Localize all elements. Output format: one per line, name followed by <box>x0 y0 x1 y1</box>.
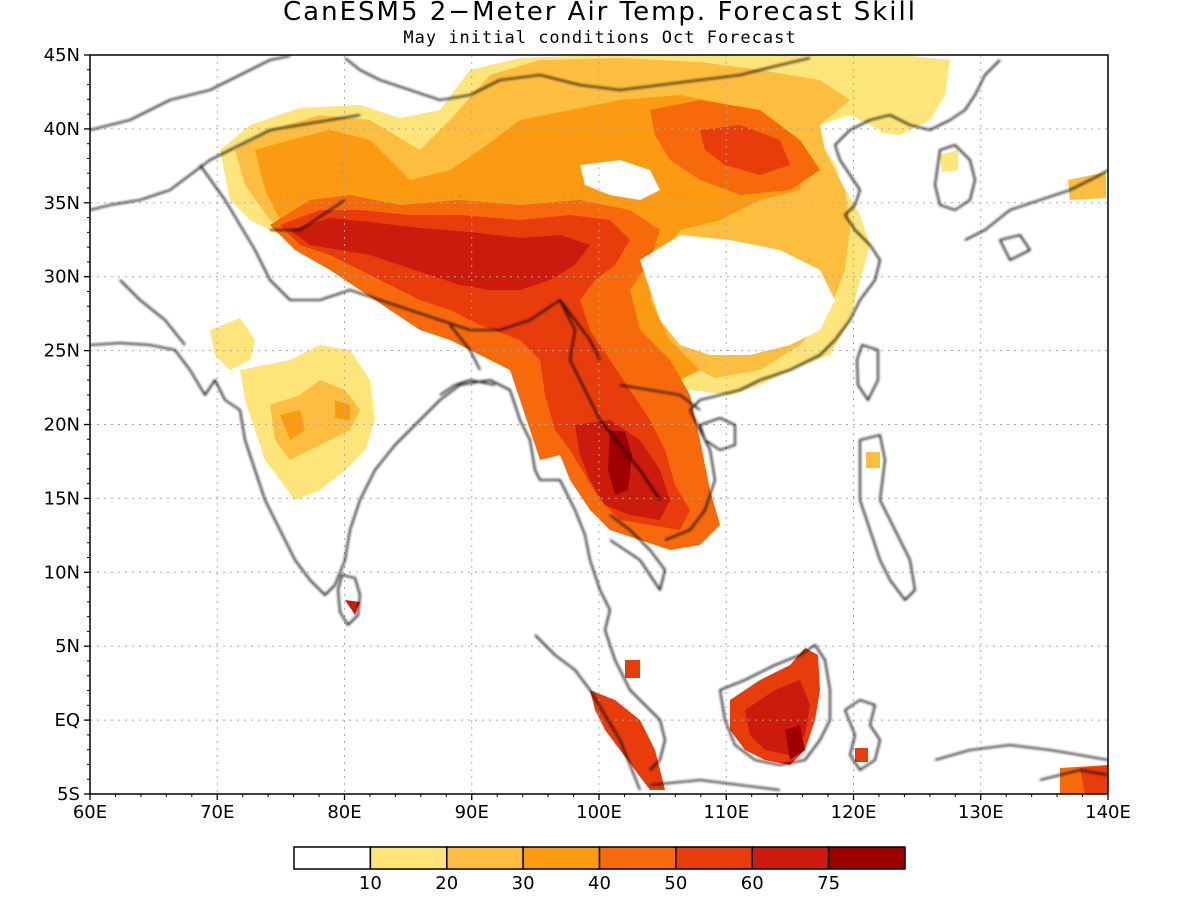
lat-tick-label: 35N <box>44 193 80 214</box>
colorbar-tick-label: 50 <box>664 873 687 894</box>
skill-region-sulawesi <box>855 748 868 762</box>
skill-region-india-orange <box>280 410 305 440</box>
lon-tick-label: 90E <box>455 802 489 823</box>
skill-shading <box>210 55 1108 794</box>
colorbar-swatch <box>446 846 524 870</box>
colorbar-swatch <box>751 846 830 870</box>
lat-tick-label: 30N <box>44 267 80 288</box>
colorbar-swatch <box>675 846 753 870</box>
skill-hole-northeast <box>820 115 890 175</box>
skill-region-india-orange2 <box>335 400 350 420</box>
skill-region-indochina-darkest <box>608 430 632 495</box>
coastlines <box>90 55 1108 791</box>
colorbar-swatch <box>522 846 601 870</box>
lat-tick-label: 20N <box>44 415 80 436</box>
colorbar-swatch <box>827 846 906 870</box>
lon-tick-label: 60E <box>73 802 107 823</box>
lat-tick-label: 5S <box>57 784 80 805</box>
colorbar-swatch <box>598 846 677 870</box>
skill-region-png-dark <box>1080 765 1108 794</box>
colorbar-tick-label: 75 <box>817 873 840 894</box>
lat-tick-label: 45N <box>44 45 80 66</box>
lat-tick-label: 5N <box>55 636 80 657</box>
skill-region-philippines <box>866 452 880 468</box>
colorbar-swatch <box>369 846 448 870</box>
lon-tick-label: 140E <box>1085 802 1131 823</box>
colorbar-tick-label: 60 <box>741 873 764 894</box>
skill-region-mongolia-core <box>700 125 790 175</box>
skill-hole-sichuan <box>640 235 835 355</box>
colorbar-tick-label: 40 <box>588 873 611 894</box>
skill-region-japan <box>1068 172 1106 200</box>
map-axes: 60E 70E 80E 90E 100E 110E 120E 130E 140E 45N 40N 35… <box>44 45 1131 823</box>
skill-region-korea <box>940 150 958 172</box>
lat-tick-label: 15N <box>44 488 80 509</box>
skill-region-malay <box>625 660 640 678</box>
colorbar: 10 20 30 40 50 60 75 <box>293 846 906 894</box>
figure-subtitle: May initial conditions Oct Forecast <box>403 28 797 48</box>
skill-region-tibet-dark <box>290 218 590 290</box>
skill-region-sumatra <box>590 690 665 790</box>
lon-tick-label: 80E <box>327 802 361 823</box>
lat-tick-label: 10N <box>44 562 80 583</box>
lon-tick-label: 130E <box>958 802 1004 823</box>
lon-tick-label: 110E <box>703 802 749 823</box>
lat-tick-label: 40N <box>44 119 80 140</box>
skill-region-india <box>210 318 255 370</box>
skill-hole-gobi <box>580 160 660 200</box>
colorbar-swatch <box>293 846 372 870</box>
colorbar-tick-label: 20 <box>435 873 458 894</box>
colorbar-tick-label: 10 <box>359 873 382 894</box>
colorbar-tick-label: 30 <box>512 873 535 894</box>
lon-tick-label: 70E <box>200 802 234 823</box>
lon-tick-label: 120E <box>831 802 877 823</box>
figure-title: CanESM5 2−Meter Air Temp. Forecast Skill <box>283 0 917 27</box>
map-gridlines <box>90 55 1108 794</box>
lon-tick-label: 100E <box>576 802 622 823</box>
lat-tick-label: EQ <box>54 710 80 731</box>
skill-region-borneo-darkest <box>785 725 805 760</box>
skill-region-india-mid <box>270 380 360 460</box>
skill-region-srilanka <box>345 600 360 615</box>
lat-tick-label: 25N <box>44 341 80 362</box>
